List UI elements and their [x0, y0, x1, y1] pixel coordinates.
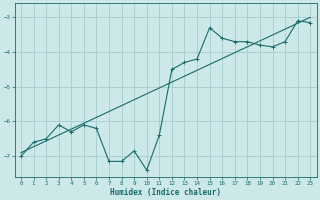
X-axis label: Humidex (Indice chaleur): Humidex (Indice chaleur) — [110, 188, 221, 197]
